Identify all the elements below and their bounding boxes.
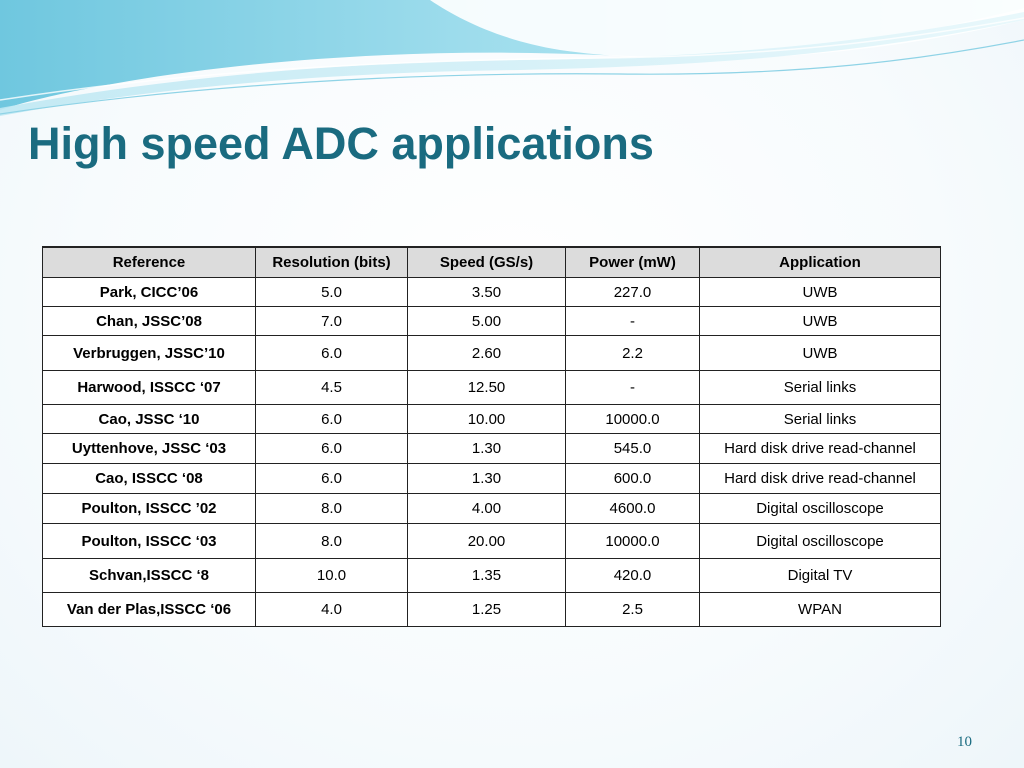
cell-reference: Poulton, ISSCC ’02: [42, 493, 256, 524]
cell-speed: 12.50: [407, 370, 566, 405]
cell-resolution: 4.0: [255, 592, 408, 627]
cell-resolution: 6.0: [255, 433, 408, 464]
table-row: Van der Plas,ISSCC ‘06 4.0 1.25 2.5 WPAN: [42, 592, 941, 627]
cell-speed: 10.00: [407, 404, 566, 434]
cell-speed: 4.00: [407, 493, 566, 524]
cell-power: 227.0: [565, 277, 700, 307]
cell-speed: 1.30: [407, 433, 566, 464]
cell-resolution: 7.0: [255, 306, 408, 336]
table-row: Schvan,ISSCC ‘8 10.0 1.35 420.0 Digital …: [42, 558, 941, 593]
cell-application: UWB: [699, 306, 941, 336]
cell-resolution: 4.5: [255, 370, 408, 405]
cell-application: Digital oscilloscope: [699, 523, 941, 559]
header-resolution: Resolution (bits): [255, 246, 408, 278]
cell-power: 4600.0: [565, 493, 700, 524]
cell-reference: Verbruggen, JSSC’10: [42, 335, 256, 371]
cell-application: UWB: [699, 335, 941, 371]
adc-comparison-table: Reference Resolution (bits) Speed (GS/s)…: [42, 246, 941, 627]
cell-reference: Uyttenhove, JSSC ‘03: [42, 433, 256, 464]
page-number: 10: [957, 734, 972, 750]
cell-resolution: 8.0: [255, 523, 408, 559]
header-wave-decoration: [0, 0, 1024, 116]
cell-reference: Cao, JSSC ‘10: [42, 404, 256, 434]
table-row: Chan, JSSC’08 7.0 5.00 - UWB: [42, 306, 941, 336]
cell-reference: Park, CICC’06: [42, 277, 256, 307]
cell-power: 2.2: [565, 335, 700, 371]
table-row: Verbruggen, JSSC’10 6.0 2.60 2.2 UWB: [42, 335, 941, 371]
table-row: Poulton, ISSCC ’02 8.0 4.00 4600.0 Digit…: [42, 493, 941, 524]
cell-resolution: 8.0: [255, 493, 408, 524]
table-row: Cao, JSSC ‘10 6.0 10.00 10000.0 Serial l…: [42, 404, 941, 434]
cell-resolution: 6.0: [255, 335, 408, 371]
header-speed: Speed (GS/s): [407, 246, 566, 278]
header-power: Power (mW): [565, 246, 700, 278]
table-row: Park, CICC’06 5.0 3.50 227.0 UWB: [42, 277, 941, 307]
cell-resolution: 10.0: [255, 558, 408, 593]
cell-power: -: [565, 370, 700, 405]
cell-power: 600.0: [565, 463, 700, 494]
cell-speed: 1.30: [407, 463, 566, 494]
table-row: Uyttenhove, JSSC ‘03 6.0 1.30 545.0 Hard…: [42, 433, 941, 464]
table-row: Harwood, ISSCC ‘07 4.5 12.50 - Serial li…: [42, 370, 941, 405]
cell-application: Serial links: [699, 404, 941, 434]
cell-resolution: 5.0: [255, 277, 408, 307]
cell-application: Hard disk drive read-channel: [699, 463, 941, 494]
cell-reference: Poulton, ISSCC ‘03: [42, 523, 256, 559]
cell-application: Serial links: [699, 370, 941, 405]
cell-speed: 5.00: [407, 306, 566, 336]
table-row: Cao, ISSCC ‘08 6.0 1.30 600.0 Hard disk …: [42, 463, 941, 494]
cell-reference: Chan, JSSC’08: [42, 306, 256, 336]
cell-application: WPAN: [699, 592, 941, 627]
cell-reference: Schvan,ISSCC ‘8: [42, 558, 256, 593]
cell-resolution: 6.0: [255, 404, 408, 434]
cell-application: UWB: [699, 277, 941, 307]
cell-speed: 1.25: [407, 592, 566, 627]
table-header-row: Reference Resolution (bits) Speed (GS/s)…: [42, 246, 941, 278]
cell-reference: Cao, ISSCC ‘08: [42, 463, 256, 494]
cell-power: 545.0: [565, 433, 700, 464]
cell-speed: 20.00: [407, 523, 566, 559]
table-row: Poulton, ISSCC ‘03 8.0 20.00 10000.0 Dig…: [42, 523, 941, 559]
header-reference: Reference: [42, 246, 256, 278]
cell-power: 2.5: [565, 592, 700, 627]
cell-application: Digital TV: [699, 558, 941, 593]
header-application: Application: [699, 246, 941, 278]
cell-speed: 2.60: [407, 335, 566, 371]
slide-title: High speed ADC applications: [28, 118, 654, 169]
cell-power: 10000.0: [565, 523, 700, 559]
cell-power: 10000.0: [565, 404, 700, 434]
cell-resolution: 6.0: [255, 463, 408, 494]
cell-speed: 3.50: [407, 277, 566, 307]
cell-power: -: [565, 306, 700, 336]
cell-speed: 1.35: [407, 558, 566, 593]
cell-reference: Harwood, ISSCC ‘07: [42, 370, 256, 405]
cell-power: 420.0: [565, 558, 700, 593]
cell-application: Digital oscilloscope: [699, 493, 941, 524]
cell-reference: Van der Plas,ISSCC ‘06: [42, 592, 256, 627]
cell-application: Hard disk drive read-channel: [699, 433, 941, 464]
